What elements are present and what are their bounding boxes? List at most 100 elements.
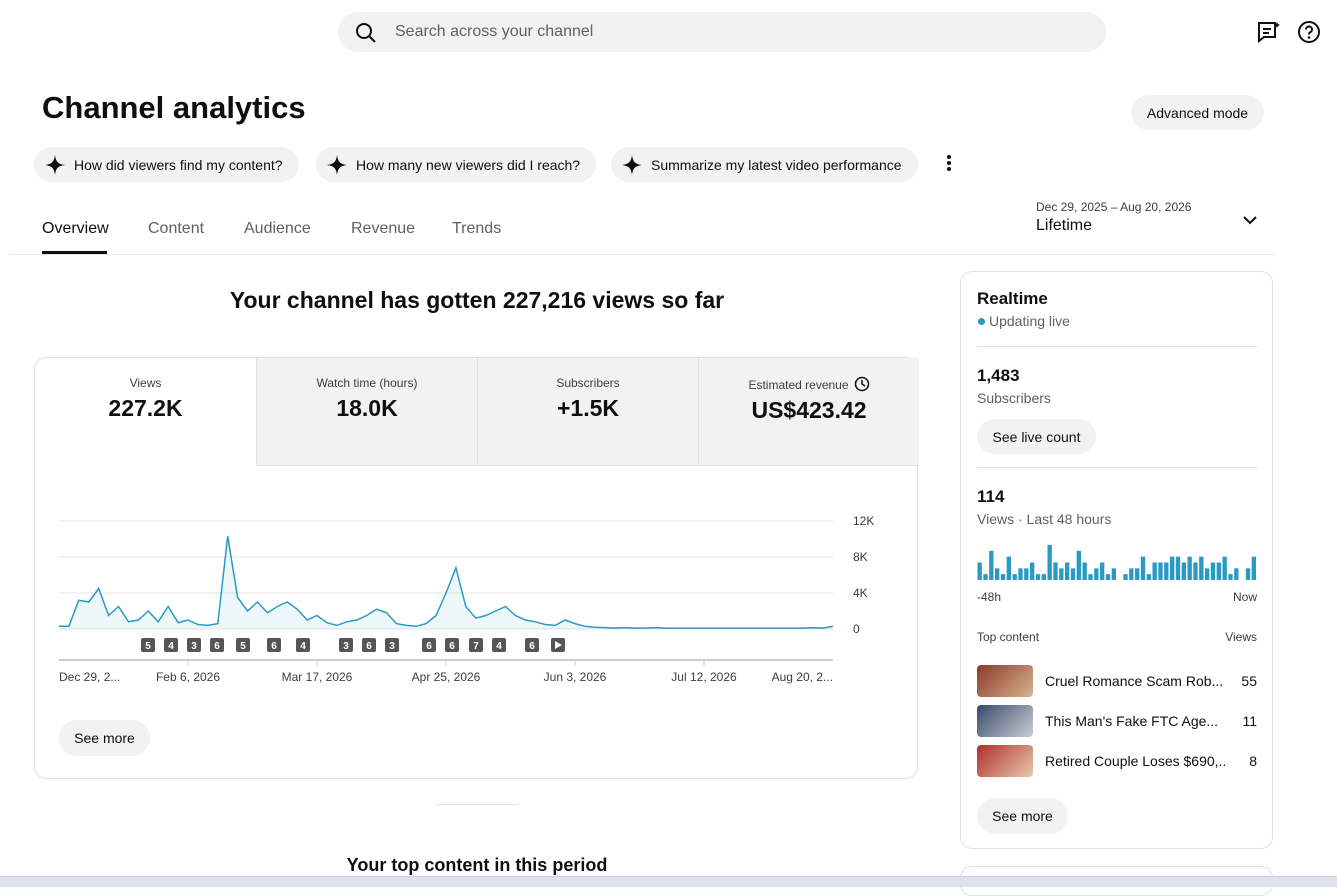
page-title: Channel analytics: [42, 90, 306, 125]
y-tick-label: 8K: [853, 550, 868, 564]
metric-tab[interactable]: Subscribers +1.5K: [477, 358, 698, 466]
realtime-bar: [1047, 545, 1052, 580]
sparkle-icon: [622, 154, 642, 175]
chart-start-label: -48h: [977, 590, 1001, 604]
tab[interactable]: Content: [148, 220, 205, 237]
suggestion-chip[interactable]: Summarize my latest video performance: [611, 147, 918, 182]
see-live-count-button[interactable]: See live count: [977, 419, 1096, 454]
top-content-item[interactable]: This Man's Fake FTC Age... 11: [977, 705, 1257, 737]
realtime-bar: [983, 574, 988, 580]
upload-marker-count: 6: [529, 641, 535, 652]
realtime-chart: -48h Now: [977, 545, 1257, 604]
realtime-bar: [1018, 568, 1023, 580]
realtime-bar: [1041, 574, 1046, 580]
upload-marker: [525, 638, 539, 652]
upload-marker-count: 7: [473, 641, 479, 652]
x-tick-label: Jul 12, 2026: [671, 670, 737, 684]
realtime-bar: [1105, 574, 1111, 580]
realtime-bar: [1024, 568, 1029, 580]
metric-label: Estimated revenue: [699, 376, 919, 392]
video-views: 11: [1242, 713, 1257, 729]
x-tick-label: Mar 17, 2026: [282, 670, 353, 684]
metric-value: 18.0K: [336, 395, 398, 421]
overview-card: [34, 357, 918, 779]
realtime-bar: [1205, 568, 1210, 580]
realtime-bar: [1100, 562, 1105, 580]
metric-label: Watch time (hours): [316, 376, 418, 390]
suggestion-chip[interactable]: How did viewers find my content?: [34, 147, 299, 182]
upload-marker: [385, 638, 399, 652]
date-range-label[interactable]: Lifetime: [1036, 217, 1093, 234]
realtime-bar: [1210, 562, 1216, 580]
tab[interactable]: Trends: [452, 220, 502, 237]
metric-tab[interactable]: Watch time (hours) 18.0K: [256, 358, 477, 466]
upload-marker-count: 3: [389, 641, 395, 652]
taskbar-edge: [0, 876, 1337, 887]
feedback-icon[interactable]: [1256, 20, 1282, 46]
realtime-bar: [1030, 562, 1035, 580]
upload-marker: [236, 638, 250, 652]
upload-marker-count: 6: [366, 641, 372, 652]
video-thumbnail: [977, 745, 1033, 777]
top-content-item[interactable]: Retired Couple Loses $690,... 8: [977, 745, 1257, 777]
see-more-button[interactable]: See more: [59, 720, 150, 756]
metric-value: 227.2K: [108, 395, 183, 421]
upload-marker-count: 4: [496, 641, 502, 652]
upload-marker: [296, 638, 310, 652]
realtime-card: [960, 271, 1273, 849]
more-options-icon[interactable]: [940, 152, 958, 176]
tab[interactable]: Audience: [244, 220, 311, 237]
realtime-bar: [1088, 574, 1093, 580]
tab[interactable]: Overview: [42, 220, 109, 237]
upload-marker: [187, 638, 201, 652]
realtime-bar: [1006, 556, 1011, 580]
area-fill: [59, 536, 833, 629]
realtime-bar: [1094, 568, 1099, 580]
suggestion-text: How did viewers find my content?: [74, 156, 283, 173]
suggestion-chip[interactable]: How many new viewers did I reach?: [316, 147, 597, 182]
help-icon[interactable]: [1297, 20, 1321, 44]
chart-end-label: Now: [1233, 590, 1257, 604]
realtime-bar: [1228, 574, 1233, 580]
search-placeholder: Search across your channel: [395, 23, 594, 40]
sparkle-icon: [327, 154, 347, 175]
realtime-bar: [1146, 574, 1151, 580]
sparkle-icon: [45, 154, 65, 175]
tab[interactable]: Revenue: [351, 220, 416, 237]
upload-marker-count: 6: [449, 641, 455, 652]
suggestion-text: How many new viewers did I reach?: [356, 156, 581, 173]
tabs-divider: [10, 254, 1274, 255]
x-tick-label: Feb 6, 2026: [156, 670, 220, 684]
realtime-bar: [1082, 562, 1087, 580]
separator: [977, 346, 1257, 347]
subscriber-label: Subscribers: [977, 390, 1051, 406]
advanced-mode-button[interactable]: Advanced mode: [1131, 95, 1264, 130]
upload-marker: [267, 638, 281, 652]
subscriber-count: 1,483: [977, 366, 1020, 385]
search-icon: [356, 23, 376, 43]
realtime-bar: [1053, 562, 1058, 580]
upload-marker: [469, 638, 483, 652]
dropdown-chevron[interactable]: [1240, 210, 1260, 230]
metric-label: Views: [129, 376, 162, 390]
video-thumbnail: [977, 665, 1033, 697]
realtime-bar: [1111, 568, 1116, 580]
metric-value: US$423.42: [751, 397, 867, 423]
realtime-bar: [1076, 550, 1081, 580]
y-tick-label: 4K: [853, 586, 868, 600]
realtime-bar: [977, 562, 982, 580]
realtime-bar: [995, 568, 1000, 580]
realtime-bar: [1245, 568, 1251, 580]
realtime-bar: [1059, 568, 1064, 580]
top-content-heading: Top content: [977, 630, 1040, 644]
video-title: This Man's Fake FTC Age...: [1045, 713, 1219, 729]
metric-tab[interactable]: Estimated revenue US$423.42: [698, 358, 919, 466]
realtime-status: Updating live: [989, 313, 1070, 329]
search-bar[interactable]: Search across your channel: [338, 12, 1106, 52]
realtime-see-more-button[interactable]: See more: [977, 798, 1068, 834]
top-content-item[interactable]: Cruel Romance Scam Rob... 55: [977, 665, 1257, 697]
realtime-bar: [1012, 574, 1017, 580]
metric-tab[interactable]: Views 227.2K: [35, 358, 256, 466]
realtime-bar: [1035, 574, 1041, 580]
